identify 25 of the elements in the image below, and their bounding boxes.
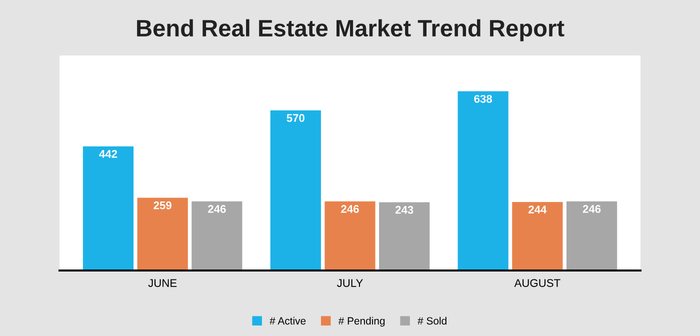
data-label: 570 xyxy=(286,114,304,122)
legend-label: # Sold xyxy=(418,316,446,325)
bar xyxy=(137,198,188,270)
bar xyxy=(82,146,134,270)
legend-label: # Active xyxy=(270,316,306,325)
data-label: 243 xyxy=(395,206,414,214)
chart-title: Bend Real Estate Market Trend Report xyxy=(137,19,564,42)
data-label: 442 xyxy=(99,150,118,158)
data-label: 246 xyxy=(341,205,359,213)
x-tick-label: JULY xyxy=(337,279,363,287)
data-label: 244 xyxy=(528,206,547,214)
data-label: 246 xyxy=(582,205,601,213)
bar xyxy=(379,202,430,270)
bar xyxy=(566,201,618,270)
bar xyxy=(458,91,508,270)
bar xyxy=(192,201,242,270)
bar xyxy=(324,201,376,270)
x-tick-label: AUGUST xyxy=(514,279,560,287)
bar xyxy=(270,110,321,270)
data-label: 246 xyxy=(208,205,226,213)
data-label: 259 xyxy=(154,201,172,210)
data-label: 638 xyxy=(474,94,492,103)
bar xyxy=(512,202,563,270)
x-tick-label: JUNE xyxy=(148,279,177,287)
legend-label: # Pending xyxy=(338,316,385,327)
